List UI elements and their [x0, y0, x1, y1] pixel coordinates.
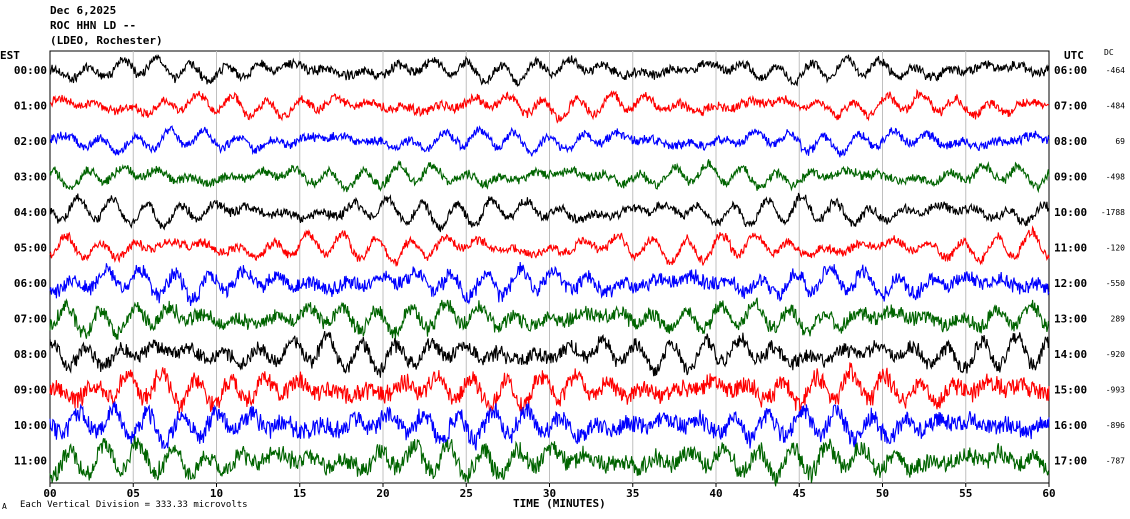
dc-offset-label: -464 [1106, 66, 1125, 75]
est-hour-label: 06:00 [14, 277, 47, 290]
utc-hour-label: 11:00 [1054, 242, 1087, 255]
utc-hour-label: 06:00 [1054, 64, 1087, 77]
dc-offset-label: -498 [1106, 173, 1125, 182]
logo-icon: A [2, 502, 7, 511]
right-axis-title: UTC [1064, 49, 1084, 62]
utc-hour-label: 13:00 [1054, 313, 1087, 326]
dc-offset-label: -920 [1106, 350, 1125, 359]
est-hour-label: 09:00 [14, 384, 47, 397]
seismic-trace [49, 88, 1050, 124]
seismic-trace [49, 297, 1050, 340]
est-hour-label: 00:00 [14, 64, 47, 77]
label-layer: 00 05 10 15 20 25 30 35 40 45 50 55 60 00:00 06:00 -464… [14, 64, 1125, 500]
seismic-trace [49, 225, 1050, 267]
utc-hour-label: 09:00 [1054, 171, 1087, 184]
est-hour-label: 01:00 [14, 100, 47, 113]
x-tick-label: 60 [1042, 487, 1055, 500]
dc-offset-label: -550 [1106, 279, 1125, 288]
est-hour-label: 08:00 [14, 348, 47, 361]
seismic-trace [49, 192, 1050, 233]
dc-title: DC [1104, 48, 1114, 57]
utc-hour-label: 14:00 [1054, 348, 1087, 361]
est-hour-label: 10:00 [14, 419, 47, 432]
x-tick-label: 50 [876, 487, 889, 500]
x-tick-label: 30 [543, 487, 556, 500]
utc-hour-label: 10:00 [1054, 206, 1087, 219]
est-hour-label: 04:00 [14, 206, 47, 219]
utc-hour-label: 08:00 [1054, 135, 1087, 148]
dc-offset-label: -120 [1106, 244, 1125, 253]
est-hour-label: 05:00 [14, 242, 47, 255]
seismic-trace [49, 436, 1050, 487]
est-hour-label: 02:00 [14, 135, 47, 148]
chart-date: Dec 6,2025 [50, 4, 117, 17]
x-tick-label: 15 [293, 487, 306, 500]
x-tick-label: 10 [210, 487, 223, 500]
x-tick-label: 25 [460, 487, 473, 500]
seismic-trace [49, 125, 1050, 158]
seismic-trace [49, 401, 1050, 451]
trace-layer [49, 53, 1050, 487]
x-axis-title: TIME (MINUTES) [513, 497, 606, 510]
utc-hour-label: 07:00 [1054, 100, 1087, 113]
dc-offset-label: -896 [1106, 421, 1125, 430]
seismic-trace [49, 261, 1050, 306]
seismic-trace [49, 362, 1050, 414]
utc-hour-label: 12:00 [1054, 277, 1087, 290]
left-axis-title: EST [0, 49, 20, 62]
x-tick-label: 45 [793, 487, 806, 500]
scale-note: Each Vertical Division = 333.33 microvol… [20, 500, 248, 510]
dc-offset-label: -993 [1106, 386, 1125, 395]
utc-hour-label: 15:00 [1054, 384, 1087, 397]
seismic-trace [49, 159, 1050, 194]
seismic-trace [49, 53, 1050, 88]
station-id: ROC HHN LD -- [50, 19, 137, 32]
x-tick-label: 55 [959, 487, 972, 500]
dc-offset-label: -787 [1106, 457, 1125, 466]
utc-hour-label: 16:00 [1054, 419, 1087, 432]
x-tick-label: 20 [376, 487, 389, 500]
est-hour-label: 11:00 [14, 455, 47, 468]
dc-offset-label: -484 [1106, 102, 1125, 111]
dc-offset-label: 69 [1115, 137, 1125, 146]
est-hour-label: 03:00 [14, 171, 47, 184]
x-tick-label: 35 [626, 487, 639, 500]
x-tick-label: 00 [43, 487, 56, 500]
network-name: (LDEO, Rochester) [50, 34, 163, 47]
x-tick-label: 40 [709, 487, 722, 500]
seismic-trace [49, 330, 1050, 378]
dc-offset-label: -1788 [1101, 208, 1125, 217]
utc-hour-label: 17:00 [1054, 455, 1087, 468]
x-tick-label: 05 [127, 487, 140, 500]
dc-offset-label: 289 [1111, 315, 1126, 324]
est-hour-label: 07:00 [14, 313, 47, 326]
